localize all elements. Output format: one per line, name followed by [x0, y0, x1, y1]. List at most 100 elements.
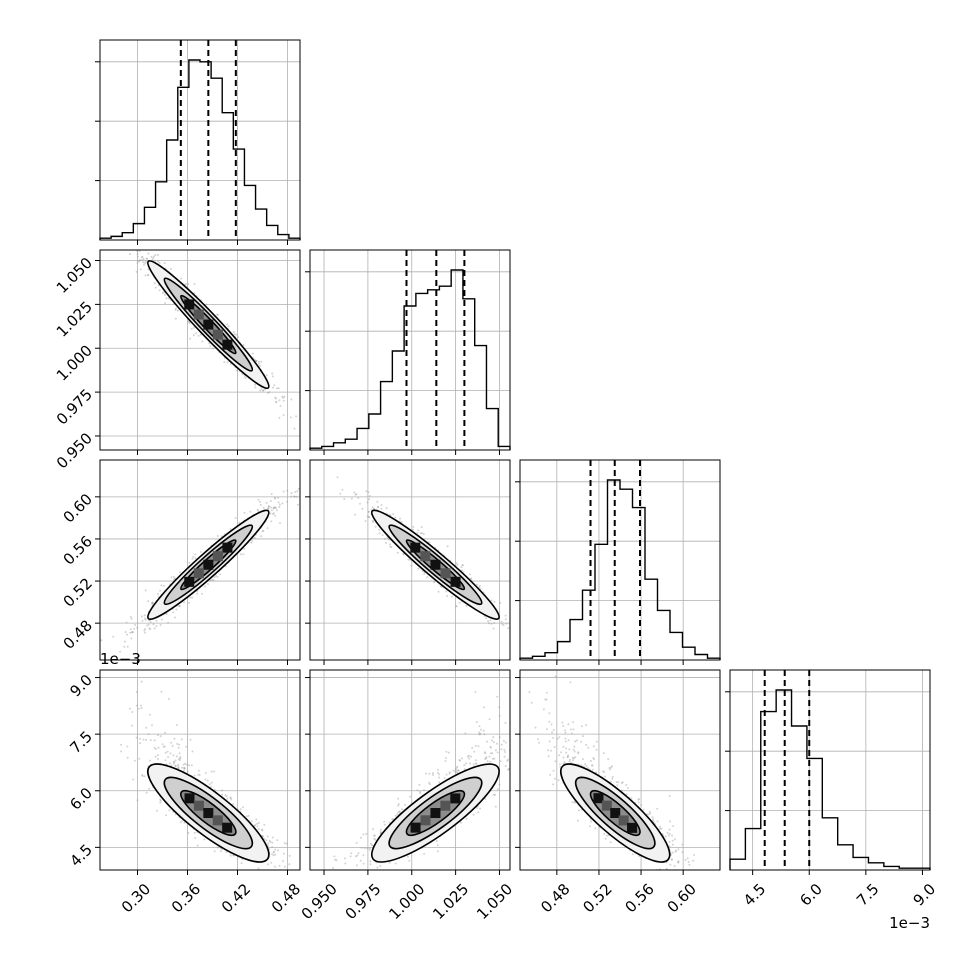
- sample-point: [262, 389, 265, 392]
- sample-point: [152, 256, 155, 259]
- sample-point: [157, 260, 160, 263]
- sample-point: [165, 613, 168, 615]
- density-cell: [193, 309, 204, 320]
- sample-point: [207, 583, 209, 585]
- sample-point: [125, 621, 128, 624]
- sample-point: [140, 704, 142, 707]
- sample-point: [140, 615, 143, 618]
- density-cell: [440, 568, 451, 579]
- sample-point: [282, 414, 285, 417]
- sample-point: [280, 872, 282, 874]
- sample-point: [257, 498, 260, 501]
- sample-point: [368, 516, 371, 519]
- sample-point: [272, 507, 275, 510]
- sample-point: [385, 541, 387, 544]
- sample-point: [261, 828, 264, 831]
- sample-point: [144, 262, 147, 265]
- sample-point: [454, 768, 457, 770]
- sample-point: [186, 770, 189, 773]
- sample-point: [267, 505, 270, 507]
- panel-grid: [100, 250, 300, 450]
- sample-point: [129, 707, 131, 710]
- sample-point: [130, 617, 133, 620]
- sample-point: [353, 491, 356, 494]
- sample-point: [147, 623, 150, 626]
- sample-point: [365, 490, 368, 493]
- sample-point: [183, 821, 186, 824]
- sample-point: [275, 509, 278, 512]
- sample-point: [507, 627, 510, 630]
- density-cell: [193, 568, 204, 579]
- sample-point: [175, 755, 178, 758]
- sample-point: [188, 322, 191, 325]
- sample-point: [269, 512, 272, 515]
- sample-point: [168, 762, 171, 765]
- sample-point: [500, 620, 503, 623]
- sample-point: [273, 506, 276, 509]
- sample-point: [170, 764, 173, 767]
- sample-point: [151, 602, 154, 605]
- y-tick-label: 4.5: [66, 841, 96, 871]
- sample-point: [513, 617, 515, 619]
- sample-point: [168, 809, 171, 812]
- sample-point: [478, 584, 481, 587]
- sample-point: [513, 627, 515, 629]
- y-tick-label: 1.025: [53, 298, 96, 341]
- sample-point: [136, 799, 139, 802]
- sample-point: [469, 762, 471, 765]
- sample-point: [478, 733, 481, 736]
- sample-point: [367, 511, 370, 513]
- panel-grid: [100, 460, 300, 660]
- sample-point: [499, 601, 502, 604]
- sample-point: [183, 767, 186, 770]
- sample-point: [151, 724, 153, 727]
- sample-point: [177, 758, 180, 760]
- sample-point: [270, 509, 273, 512]
- sample-point: [450, 595, 453, 598]
- sample-point: [505, 622, 508, 625]
- sample-point: [163, 262, 166, 265]
- sample-point: [297, 487, 300, 490]
- sample-point: [512, 638, 514, 640]
- sample-point: [262, 835, 264, 838]
- density-cell: [450, 576, 461, 587]
- sample-point: [145, 791, 148, 794]
- sample-point: [139, 258, 142, 261]
- sample-point: [174, 616, 176, 619]
- sample-point: [224, 794, 227, 797]
- sample-point: [456, 563, 459, 566]
- sample-point: [251, 539, 253, 542]
- sample-point: [504, 721, 507, 724]
- sample-point: [165, 297, 168, 300]
- sample-point: [141, 774, 144, 777]
- sample-point: [149, 739, 152, 742]
- sample-point: [420, 526, 423, 529]
- sample-point: [275, 506, 278, 509]
- sample-point: [244, 377, 247, 379]
- sample-point: [295, 415, 298, 418]
- sample-point: [274, 848, 277, 851]
- y-tick-label: 0.975: [53, 385, 96, 428]
- sample-point: [153, 282, 156, 285]
- sample-point: [383, 820, 386, 823]
- sample-point: [381, 534, 384, 537]
- sample-point: [485, 617, 487, 620]
- sample-point: [290, 492, 293, 495]
- sample-point: [193, 831, 196, 834]
- sample-point: [455, 562, 458, 565]
- sample-point: [176, 742, 179, 745]
- sample-point: [281, 502, 284, 505]
- density-cell: [222, 822, 233, 833]
- sample-point: [166, 750, 169, 753]
- sample-point: [133, 627, 136, 630]
- sample-point: [232, 331, 235, 333]
- sample-point: [123, 640, 126, 643]
- sample-point: [176, 309, 179, 312]
- sample-point: [489, 619, 492, 622]
- sample-point: [259, 364, 262, 367]
- sample-point: [151, 601, 154, 604]
- sample-point: [428, 772, 431, 775]
- sample-point: [158, 261, 161, 264]
- sample-point: [461, 564, 464, 567]
- sample-point: [493, 600, 496, 603]
